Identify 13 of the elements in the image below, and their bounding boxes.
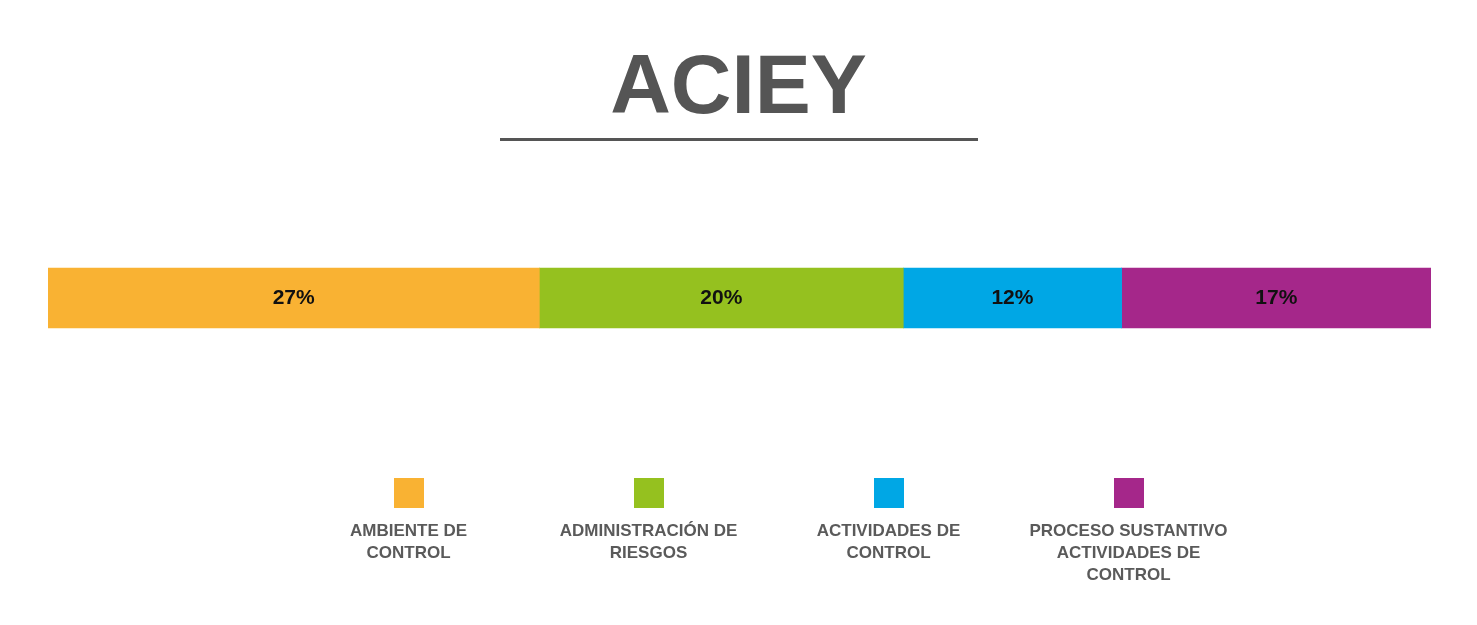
legend-label: PROCESO SUSTANTIVO ACTIVIDADES DE CONTROL — [1028, 520, 1229, 586]
bar — [1121, 267, 1431, 329]
chart-title: ACIEY — [610, 37, 867, 131]
legend-label: ACTIVIDADES DE CONTROL — [815, 520, 962, 564]
bar — [902, 267, 1122, 329]
data-label: 27% — [272, 284, 316, 308]
data-label: 17% — [1255, 284, 1298, 308]
legend-label: ADMINISTRACIÓN DE RIESGOS — [558, 520, 739, 564]
data-label: 12% — [991, 284, 1034, 308]
data-label: 20% — [700, 284, 743, 308]
bar — [539, 267, 904, 329]
legend-label: AMBIENTE DE CONTROL — [348, 520, 469, 564]
bar — [48, 267, 540, 329]
